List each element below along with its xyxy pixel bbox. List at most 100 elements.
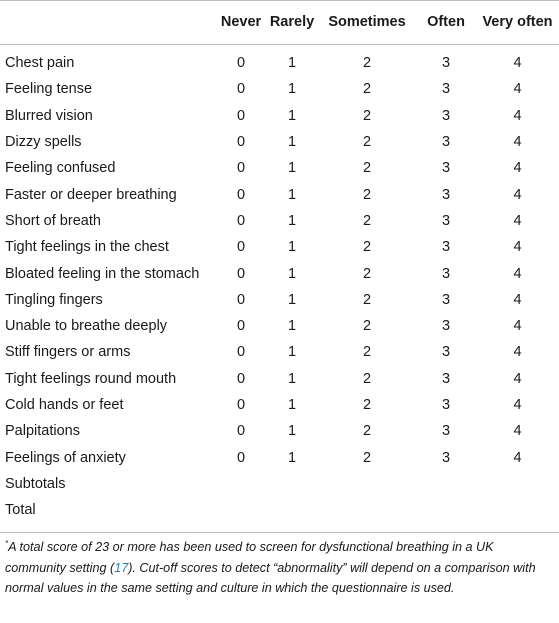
table-row: Feeling confused 0 1 2 3 4 <box>0 155 559 181</box>
score-cell: 2 <box>362 397 372 413</box>
score-cell: 4 <box>513 423 522 440</box>
score-cell: 2 <box>362 212 372 229</box>
score-cell: 4 <box>513 318 522 335</box>
score-cell: 2 <box>362 265 372 282</box>
row-label: Tight feelings round mouth <box>5 370 177 387</box>
table-row: Faster or deeper breathing 0 1 2 3 4 <box>0 181 559 207</box>
score-cell: 0 <box>236 318 246 335</box>
score-cell: 0 <box>236 186 246 203</box>
score-cell: 4 <box>513 449 522 466</box>
score-cell: 4 <box>513 291 522 308</box>
score-cell: 2 <box>362 107 372 124</box>
score-cell <box>266 471 318 497</box>
score-cell: 4 <box>513 186 522 203</box>
row-label: Faster or deeper breathing <box>5 186 177 203</box>
score-cell: 4 <box>513 344 522 361</box>
score-cell: 2 <box>362 134 372 151</box>
score-cell: 3 <box>441 423 451 440</box>
score-cell: 3 <box>441 239 451 256</box>
row-label: Unable to breathe deeply <box>5 318 168 335</box>
header-rarely: Rarely <box>269 14 315 30</box>
table-row: Palpitations 0 1 2 3 4 <box>0 418 559 444</box>
score-cell: 1 <box>287 134 297 151</box>
score-cell: 4 <box>513 81 522 98</box>
score-cell: 1 <box>287 81 297 98</box>
score-cell: 4 <box>513 212 522 229</box>
score-cell: 0 <box>236 370 246 387</box>
footnote-marker: * <box>5 538 9 548</box>
score-cell <box>476 497 559 523</box>
score-cell: 0 <box>236 134 246 151</box>
score-cell: 1 <box>287 107 297 124</box>
score-cell: 2 <box>362 318 372 335</box>
table-row: Feelings of anxiety 0 1 2 3 4 <box>0 444 559 470</box>
table-row: Subtotals <box>0 471 559 497</box>
score-cell: 1 <box>287 239 297 256</box>
row-label: Total <box>5 502 36 519</box>
bottom-rule <box>0 532 559 533</box>
score-cell: 0 <box>236 344 246 361</box>
score-cell: 3 <box>441 134 451 151</box>
table-body: Chest pain 0 1 2 3 4 Feeling tense 0 1 2 3 4 Blurred… <box>0 44 559 523</box>
row-label: Blurred vision <box>5 107 93 124</box>
score-cell: 1 <box>287 186 297 203</box>
score-cell: 0 <box>236 212 246 229</box>
score-cell: 0 <box>236 160 246 177</box>
score-cell: 0 <box>236 397 246 413</box>
score-cell: 3 <box>441 212 451 229</box>
score-cell: 4 <box>513 160 522 177</box>
row-label: Feeling confused <box>5 160 116 177</box>
score-cell: 2 <box>362 344 372 361</box>
score-cell <box>216 497 266 523</box>
top-rule <box>0 0 559 1</box>
table-footnote: *A total score of 23 or more has been us… <box>5 537 553 599</box>
score-cell: 4 <box>513 239 522 256</box>
score-cell: 1 <box>287 344 297 361</box>
score-cell: 3 <box>441 107 451 124</box>
score-cell: 4 <box>513 265 522 282</box>
table-row: Dizzy spells 0 1 2 3 4 <box>0 129 559 155</box>
score-cell: 1 <box>287 291 297 308</box>
score-cell: 4 <box>513 134 522 151</box>
score-cell: 2 <box>362 370 372 387</box>
score-cell: 4 <box>513 107 522 124</box>
score-cell: 0 <box>236 291 246 308</box>
row-label: Stiff fingers or arms <box>5 344 131 361</box>
row-label: Cold hands or feet <box>5 397 124 413</box>
score-cell <box>318 471 416 497</box>
footnote-text-before: A total score of 23 or more has been use… <box>5 540 494 575</box>
score-cell: 0 <box>236 265 246 282</box>
header-cell-blank <box>0 0 216 44</box>
score-cell: 1 <box>287 55 297 72</box>
row-label: Feeling tense <box>5 81 93 98</box>
row-label: Subtotals <box>5 475 66 492</box>
score-cell <box>318 497 416 523</box>
score-cell: 4 <box>513 397 522 413</box>
score-cell: 0 <box>236 55 246 72</box>
score-cell: 1 <box>287 370 297 387</box>
row-label: Bloated feeling in the stomach <box>5 265 200 282</box>
score-cell <box>216 471 266 497</box>
score-cell <box>416 497 476 523</box>
score-cell: 1 <box>287 318 297 335</box>
table-row: Short of breath 0 1 2 3 4 <box>0 208 559 234</box>
score-cell: 1 <box>287 397 297 413</box>
score-cell: 0 <box>236 107 246 124</box>
nijmegen-questionnaire-table: Never Rarely Sometimes Often Very often … <box>0 0 559 523</box>
score-cell <box>416 471 476 497</box>
row-label: Tingling fingers <box>5 291 103 308</box>
row-label: Palpitations <box>5 423 80 440</box>
score-cell: 2 <box>362 186 372 203</box>
table-row: Bloated feeling in the stomach 0 1 2 3 4 <box>0 260 559 286</box>
score-cell: 3 <box>441 344 451 361</box>
footnote-reference-link[interactable]: 17 <box>114 560 129 575</box>
score-cell: 1 <box>287 423 297 440</box>
row-label: Tight feelings in the chest <box>5 239 169 256</box>
score-cell <box>266 497 318 523</box>
score-cell: 1 <box>287 212 297 229</box>
table-row: Stiff fingers or arms 0 1 2 3 4 <box>0 339 559 365</box>
header-very-often: Very often <box>482 14 553 30</box>
score-cell: 3 <box>441 160 451 177</box>
score-cell: 1 <box>287 160 297 177</box>
